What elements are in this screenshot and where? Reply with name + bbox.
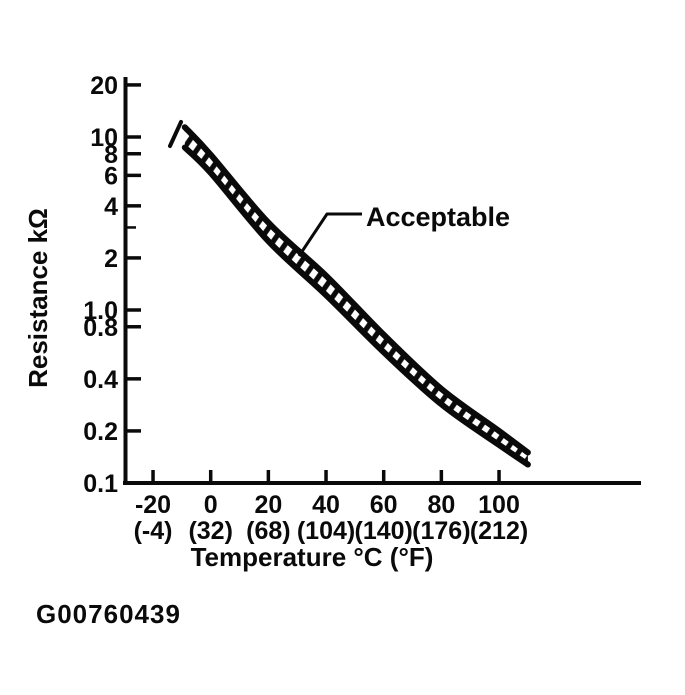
x-tick-label-fahrenheit: (140) xyxy=(355,517,413,545)
x-tick-label-celsius: 20 xyxy=(254,491,282,519)
x-tick-label-celsius: 0 xyxy=(204,491,218,519)
x-tick-label-fahrenheit: (-4) xyxy=(134,517,173,545)
x-axis-title: Temperature °C (°F) xyxy=(191,542,434,572)
acceptable-leader-line xyxy=(297,212,362,257)
x-tick-label-celsius: 40 xyxy=(312,491,340,519)
y-tick-label: 2 xyxy=(104,245,118,273)
acceptable-band xyxy=(181,124,531,468)
x-tick-label-fahrenheit: (212) xyxy=(470,517,528,545)
y-tick-label: 1.0 xyxy=(83,297,118,325)
y-tick-label: 0.4 xyxy=(83,366,118,394)
y-axis-title: Resistance kΩ xyxy=(23,208,53,388)
acceptable-label: Acceptable xyxy=(366,202,510,232)
band-hatch-fill xyxy=(184,127,528,465)
y-tick-label: 0.1 xyxy=(83,470,118,498)
y-tick-label: 0.8 xyxy=(83,314,118,342)
y-tick-label: 6 xyxy=(104,162,118,190)
x-tick-label-celsius: 100 xyxy=(478,491,520,519)
x-axis-ticks xyxy=(151,470,501,484)
figure-code: G00760439 xyxy=(36,599,181,629)
y-tick-label: 20 xyxy=(90,72,118,100)
y-tick-label: 0.2 xyxy=(83,418,118,446)
x-axis-celsius-labels: -20 0 20 40 60 80 100 xyxy=(135,491,520,519)
y-tick-label: 4 xyxy=(104,193,118,221)
band-start-cap xyxy=(168,120,183,148)
y-axis-ticks xyxy=(126,83,141,433)
x-tick-label-celsius: -20 xyxy=(135,491,171,519)
x-axis-fahrenheit-labels: (-4) (32) (68) (104) (140) (176) (212) xyxy=(134,517,529,545)
y-tick-label: 8 xyxy=(104,141,118,169)
x-tick-label-fahrenheit: (176) xyxy=(412,517,470,545)
x-tick-label-fahrenheit: (68) xyxy=(246,517,290,545)
band-lower-curve xyxy=(181,144,531,468)
band-upper-curve xyxy=(181,124,531,456)
x-tick-label-fahrenheit: (32) xyxy=(188,517,232,545)
x-tick-label-fahrenheit: (104) xyxy=(297,517,355,545)
y-tick-label: 10 xyxy=(90,124,118,152)
x-tick-label-celsius: 60 xyxy=(370,491,398,519)
x-tick-label-celsius: 80 xyxy=(427,491,455,519)
